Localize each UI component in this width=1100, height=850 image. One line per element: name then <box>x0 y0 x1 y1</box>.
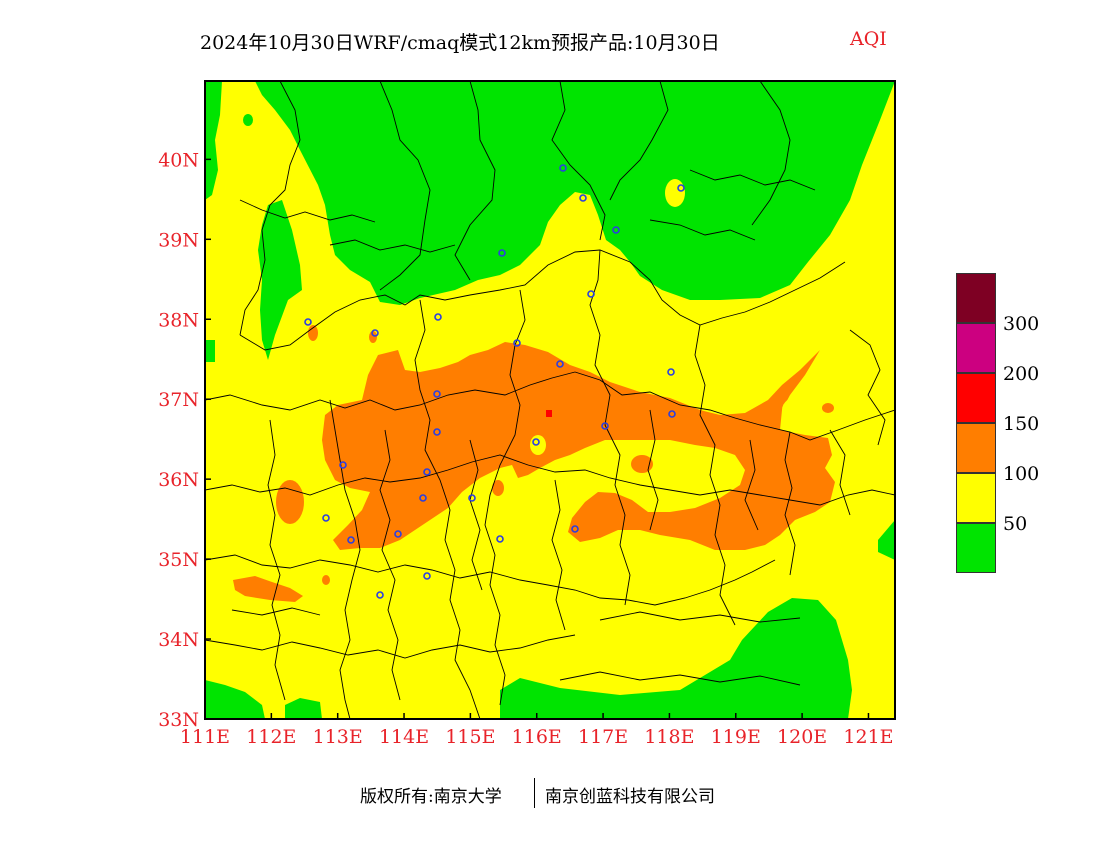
lon-tick-label: 115E <box>445 726 495 748</box>
axis-ticks: 111E 112E 113E 114E 115E 116E 117E 118E 119E 120E… <box>158 149 893 748</box>
title-aqi-label: AQI <box>850 28 887 50</box>
legend-label: 200 <box>1003 363 1040 385</box>
good-area-edge <box>205 340 215 362</box>
lat-tick-label: 34N <box>158 629 199 651</box>
lon-tick-label: 112E <box>246 726 296 748</box>
credit-copyright: 版权所有:南京大学 <box>360 787 502 807</box>
legend-label: 300 <box>1003 313 1040 335</box>
good-area-southeast-edge <box>878 520 895 560</box>
lon-tick-label: 114E <box>379 726 429 748</box>
good-spot-1 <box>343 144 357 156</box>
lat-tick-label: 35N <box>158 549 199 571</box>
province-boundaries <box>205 81 895 719</box>
good-spot-2 <box>243 114 253 126</box>
usg-area-west <box>276 480 304 524</box>
lat-tick-label: 33N <box>158 709 199 731</box>
legend-label: 100 <box>1003 463 1040 485</box>
legend-swatch <box>956 323 996 373</box>
legend-swatch <box>956 523 996 573</box>
good-area-southwest-2 <box>285 698 322 719</box>
usg-spot-2 <box>492 480 504 496</box>
lon-tick-label: 120E <box>777 726 827 748</box>
legend-swatch <box>956 373 996 423</box>
usg-spot-6 <box>822 403 834 413</box>
legend-label: 150 <box>1003 413 1040 435</box>
lon-tick-label: 113E <box>313 726 363 748</box>
usg-area-southwest <box>233 576 303 602</box>
lon-tick-label: 119E <box>711 726 761 748</box>
moderate-pocket-east <box>782 396 818 424</box>
good-area-north <box>255 81 895 305</box>
moderate-pocket-north <box>665 179 685 207</box>
legend-label: 50 <box>1003 513 1028 535</box>
lon-tick-label: 121E <box>843 726 893 748</box>
lon-tick-label: 111E <box>180 726 230 748</box>
legend-swatch <box>956 473 996 523</box>
usg-spot-3 <box>308 325 318 341</box>
credits: 版权所有:南京大学 南京创蓝科技有限公司 <box>0 778 1100 810</box>
good-area-southwest <box>205 680 265 719</box>
good-strip-west <box>258 200 302 360</box>
unhealthy-spot <box>546 410 552 417</box>
good-area-west <box>205 81 222 200</box>
credit-separator <box>534 778 535 808</box>
lat-tick-label: 36N <box>158 469 199 491</box>
map-frame <box>204 80 896 720</box>
map-title: 2024年10月30日WRF/cmaq模式12km预报产品:10月30日 AQI <box>0 28 1100 58</box>
title-text: 2024年10月30日WRF/cmaq模式12km预报产品:10月30日 <box>200 32 720 54</box>
lat-tick-label: 40N <box>158 149 199 171</box>
lat-tick-label: 38N <box>158 309 199 331</box>
usg-spot-1 <box>631 455 653 473</box>
legend-swatch <box>956 423 996 473</box>
station-markers <box>304 164 685 599</box>
credit-company: 南京创蓝科技有限公司 <box>545 787 715 807</box>
map-plot-area <box>205 81 895 719</box>
lat-tick-label: 37N <box>158 389 199 411</box>
good-area-southeast <box>500 598 852 719</box>
usg-spot-4 <box>369 331 377 343</box>
lon-tick-label: 117E <box>578 726 628 748</box>
usg-area-main <box>322 342 835 550</box>
lon-tick-label: 118E <box>644 726 694 748</box>
usg-spot-5 <box>322 575 330 585</box>
lon-tick-label: 116E <box>512 726 562 748</box>
lat-tick-label: 39N <box>158 229 199 251</box>
color-legend: 300 200 150 100 50 <box>956 273 1066 575</box>
legend-swatch <box>956 273 996 323</box>
